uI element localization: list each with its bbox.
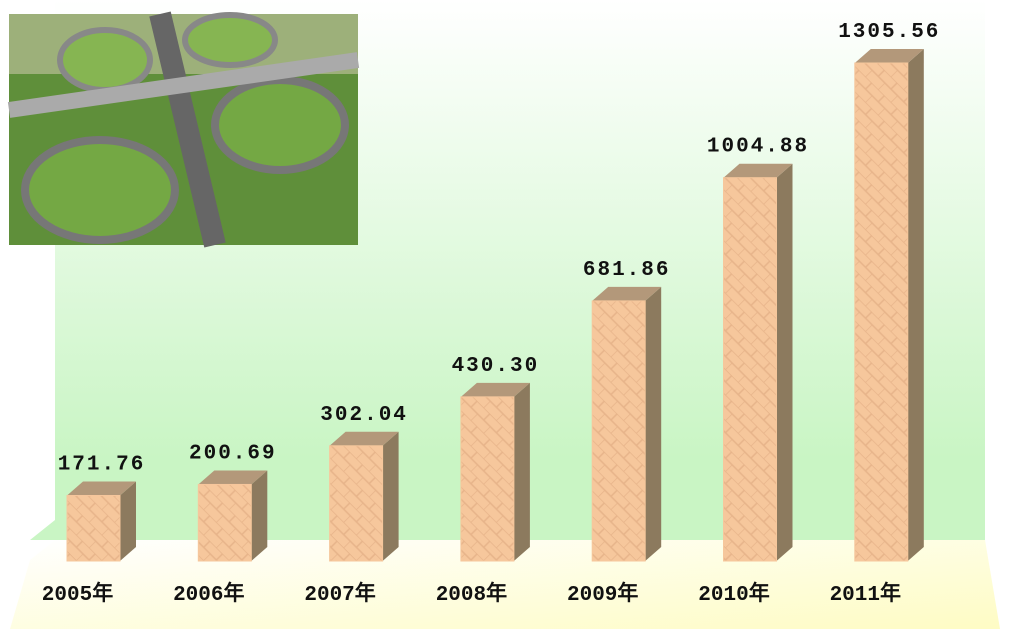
x-tick-label: 2010年 <box>698 581 769 607</box>
value-label: 430.30 <box>452 355 540 378</box>
bar-front <box>66 494 121 562</box>
bar <box>723 163 793 562</box>
bar-front <box>723 177 777 562</box>
value-label: 171.76 <box>58 453 146 476</box>
bar-top <box>854 49 924 63</box>
bar-top <box>67 481 136 496</box>
value-label: 1004.88 <box>707 136 809 159</box>
bar <box>329 431 399 562</box>
bar-side <box>513 382 530 561</box>
bar <box>854 49 924 562</box>
bar-front <box>197 483 252 562</box>
x-tick-label: 2006年 <box>173 581 244 607</box>
bar-side <box>776 163 793 561</box>
value-label: 681.86 <box>583 259 671 282</box>
bar <box>591 286 662 562</box>
bar <box>197 470 268 562</box>
bar-side <box>251 470 268 561</box>
bar-side <box>120 481 136 561</box>
floor <box>10 540 1000 629</box>
bar-top <box>198 470 268 485</box>
value-label: 302.04 <box>320 404 408 427</box>
bar-top <box>329 431 399 446</box>
bar-front <box>460 396 515 562</box>
x-tick-label: 2005年 <box>42 581 113 607</box>
bar-front <box>591 300 646 562</box>
bar-side <box>907 49 924 561</box>
bar-top <box>592 286 662 301</box>
bar-top <box>460 382 530 397</box>
x-tick-label: 2009年 <box>567 581 638 607</box>
bar-side <box>382 431 399 561</box>
bar-front <box>854 62 909 562</box>
bar-front <box>329 445 384 562</box>
bar-side <box>645 286 662 561</box>
x-tick-label: 2008年 <box>436 581 507 607</box>
bar-top <box>723 163 793 178</box>
value-label: 1305.56 <box>838 21 940 44</box>
value-label: 200.69 <box>189 442 277 465</box>
bar <box>66 481 136 562</box>
bar <box>460 382 530 562</box>
photo <box>7 11 360 248</box>
x-tick-label: 2007年 <box>304 581 375 607</box>
x-tick-label: 2011年 <box>830 581 901 607</box>
